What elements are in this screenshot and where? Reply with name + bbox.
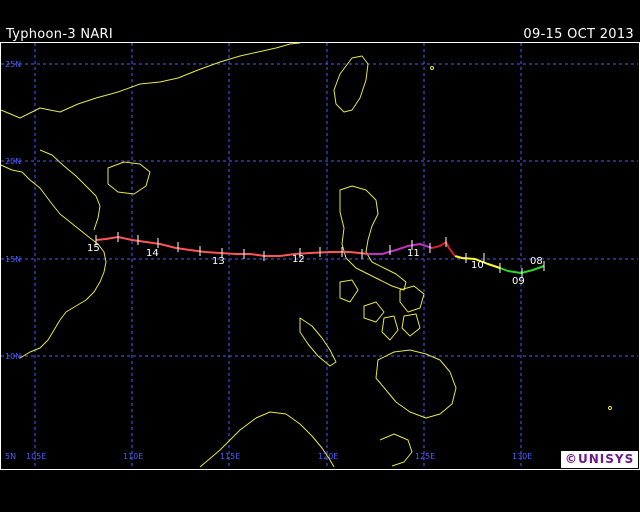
coast-mindoro bbox=[339, 279, 359, 303]
track-segment-weakening bbox=[95, 236, 369, 257]
coast-taiwan bbox=[333, 55, 369, 113]
coastlines bbox=[0, 42, 612, 468]
coast-luzon bbox=[339, 185, 407, 291]
date-range: 09-15 OCT 2013 bbox=[523, 27, 634, 42]
lon-label-130e: 130E bbox=[512, 452, 532, 461]
coast-islet-2 bbox=[608, 406, 612, 410]
lat-lon-grid bbox=[1, 43, 638, 467]
coast-borneo bbox=[199, 411, 335, 468]
track-segment-depression bbox=[499, 265, 545, 274]
lat-label-15n: 15N bbox=[5, 255, 21, 264]
track-segment-storm bbox=[454, 255, 501, 269]
coast-china bbox=[0, 42, 301, 119]
lat-label-25n: 25N bbox=[5, 60, 21, 69]
coast-palawan bbox=[299, 317, 337, 367]
day-label-09: 09 bbox=[512, 276, 525, 287]
unisys-logo: ©UNISYS bbox=[561, 451, 639, 468]
track-segment-typhoon bbox=[431, 241, 456, 257]
lon-label-115e: 115E bbox=[220, 452, 240, 461]
lat-label-10n: 10N bbox=[5, 352, 21, 361]
day-label-14: 14 bbox=[146, 248, 159, 259]
day-label-10: 10 bbox=[471, 260, 484, 271]
coast-leyte bbox=[401, 313, 421, 337]
coast-negros bbox=[381, 315, 399, 341]
track-ticks bbox=[95, 232, 545, 278]
storm-title: Typhoon-3 NARI bbox=[6, 27, 114, 42]
track-segment-peak bbox=[368, 243, 433, 255]
day-label-08: 08 bbox=[530, 256, 543, 267]
lat-label-5n: 5N bbox=[5, 452, 16, 461]
day-label-12: 12 bbox=[292, 254, 305, 265]
coast-sulawesi bbox=[379, 433, 413, 467]
day-label-11: 11 bbox=[407, 248, 420, 259]
lon-label-105e: 105E bbox=[26, 452, 46, 461]
header: Typhoon-3 NARI 09-15 OCT 2013 bbox=[0, 0, 640, 42]
day-label-13: 13 bbox=[212, 256, 225, 267]
coast-hainan bbox=[107, 161, 151, 195]
lat-label-20n: 20N bbox=[5, 157, 21, 166]
coast-mindanao bbox=[375, 349, 457, 419]
coast-samar bbox=[399, 285, 425, 313]
coast-islet-1 bbox=[430, 66, 434, 70]
lon-label-110e: 110E bbox=[123, 452, 143, 461]
coast-panay bbox=[363, 301, 385, 323]
day-label-15: 15 bbox=[87, 243, 100, 254]
coast-vietnam bbox=[0, 164, 107, 359]
lon-label-125e: 125E bbox=[415, 452, 435, 461]
coast-gulf-tonkin bbox=[39, 149, 101, 231]
